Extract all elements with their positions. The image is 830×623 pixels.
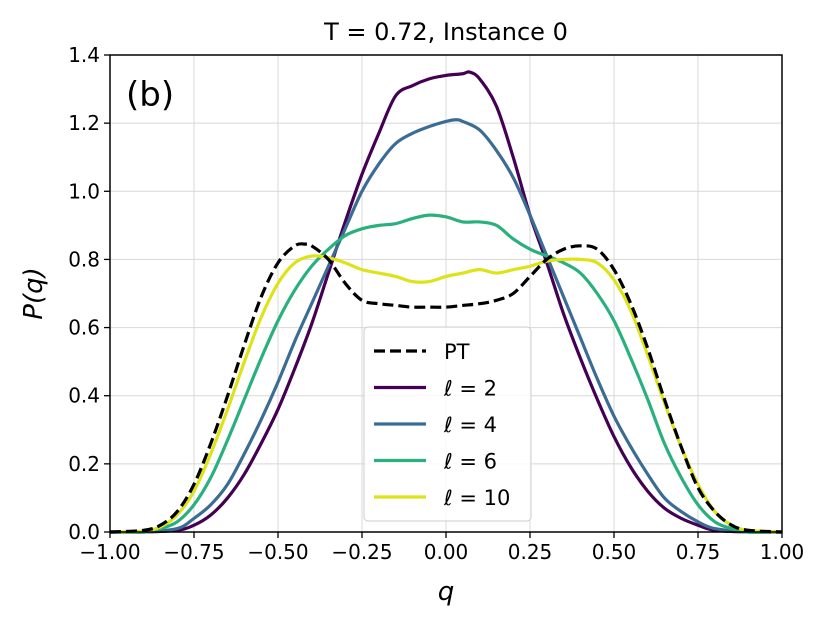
y-tick-label: 0.0 xyxy=(68,520,100,544)
series-line-pt xyxy=(109,242,783,534)
y-tick-label: 1.0 xyxy=(68,179,100,203)
series-lines xyxy=(109,70,783,534)
y-tick-label: 0.4 xyxy=(68,384,100,408)
legend-box xyxy=(363,326,532,522)
x-tick-label: −0.75 xyxy=(163,540,224,564)
series-line-l4 xyxy=(109,118,783,534)
y-tick-label: 1.4 xyxy=(68,43,100,67)
y-tick-label: 1.2 xyxy=(68,111,100,135)
series-line-l2 xyxy=(109,70,783,534)
y-tick-label: 0.2 xyxy=(68,452,100,476)
panel-label: (b) xyxy=(126,75,174,115)
legend: PT ℓ = 2 ℓ = 4 ℓ = 6 ℓ = 10 xyxy=(363,326,532,522)
legend-label: ℓ = 2 xyxy=(443,377,497,401)
x-tick-label: 0.75 xyxy=(676,540,721,564)
legend-label: ℓ = 10 xyxy=(443,486,510,510)
legend-label: ℓ = 4 xyxy=(443,413,497,437)
y-tick-label: 0.6 xyxy=(68,316,100,340)
chart-title: T = 0.72, Instance 0 xyxy=(323,18,568,46)
x-axis-label: q xyxy=(438,577,455,607)
x-tick-label: 0.00 xyxy=(424,540,469,564)
y-axis-label: P(q) xyxy=(19,267,49,319)
x-tick-label: 0.25 xyxy=(508,540,553,564)
x-tick-label: −1.00 xyxy=(79,540,140,564)
axis-ticks: −1.00 −0.75 −0.50 −0.25 0.00 0.25 0.50 0.75 1.00… xyxy=(68,43,804,564)
x-tick-label: 0.50 xyxy=(592,540,637,564)
x-tick-label: −0.50 xyxy=(247,540,308,564)
legend-label: PT xyxy=(444,340,470,364)
y-tick-label: 0.8 xyxy=(68,247,100,271)
x-tick-label: −0.25 xyxy=(331,540,392,564)
legend-label: ℓ = 6 xyxy=(443,450,497,474)
x-tick-label: 1.00 xyxy=(760,540,805,564)
series-line-l6 xyxy=(109,213,783,534)
